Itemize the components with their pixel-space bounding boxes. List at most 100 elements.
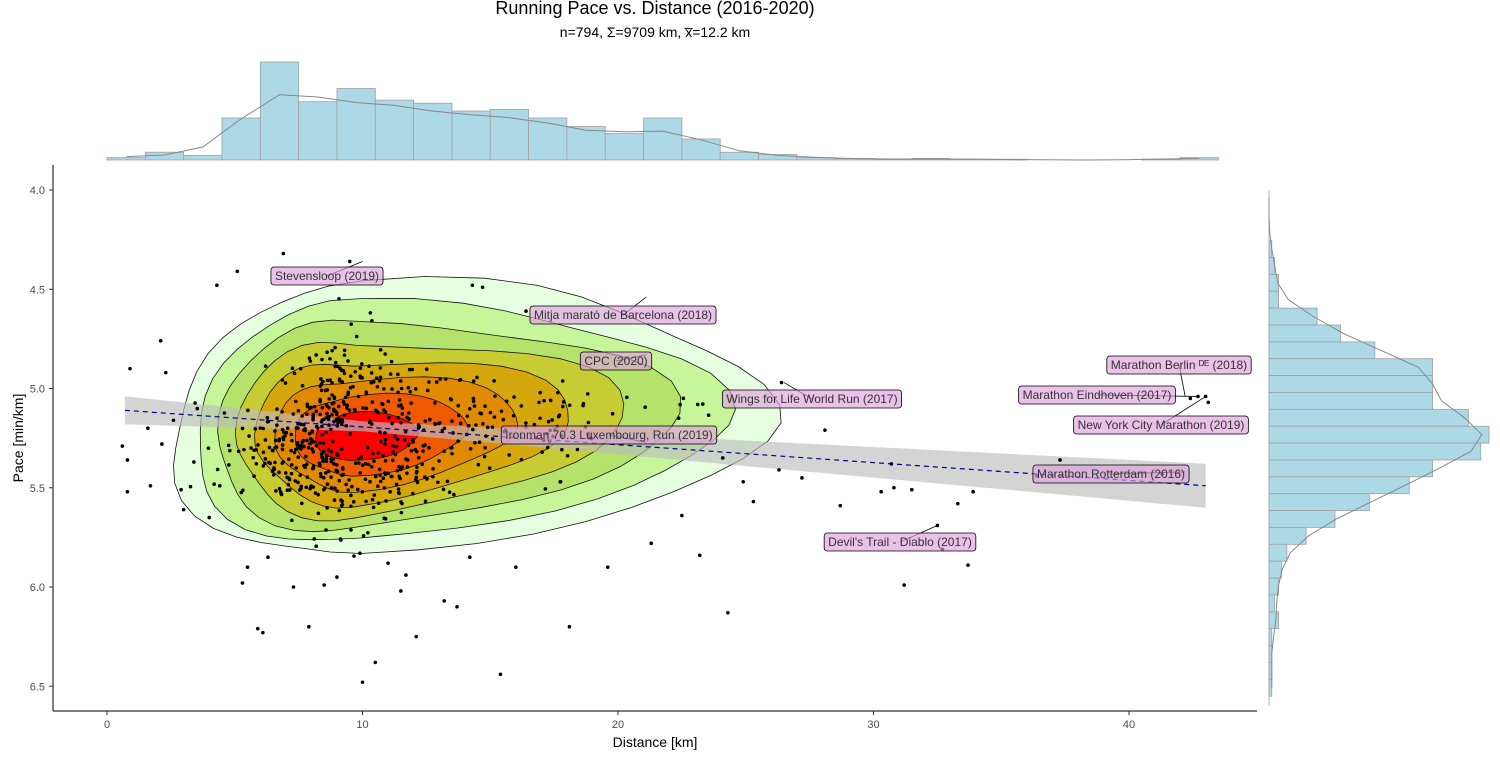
data-point [332,498,337,502]
data-point [471,399,476,404]
data-point [378,479,383,484]
data-point [371,451,375,456]
data-point [423,419,428,423]
data-point [277,486,282,491]
data-point [323,486,327,490]
annotation-text: New York City Marathon (2019) [1078,418,1245,432]
data-point [477,440,482,445]
data-point [514,565,518,569]
data-point [330,393,334,397]
data-point [372,459,376,463]
annotation-text: Devil's Trail - Diablo (2017) [828,535,972,549]
data-point [360,463,365,468]
data-point [320,424,324,429]
data-point [403,437,407,442]
data-point [440,428,445,433]
data-point [382,408,386,412]
data-point [340,418,345,422]
data-point [265,419,270,424]
data-point [450,451,454,456]
histogram-bar [1268,324,1341,343]
data-point [318,471,323,476]
data-point [355,487,360,492]
data-point [300,414,304,418]
data-point [389,474,394,479]
data-point [363,477,368,482]
data-point [268,461,273,466]
data-point [361,406,365,410]
data-point [902,583,906,587]
data-point [327,397,332,401]
data-point [312,537,317,541]
data-point [381,476,386,480]
data-point [356,394,361,399]
data-point [585,392,590,396]
data-point [299,447,303,451]
data-point [338,537,343,541]
data-point [423,475,427,479]
data-point [382,387,386,391]
data-point [215,283,219,288]
annotation-text: Marathon Rotterdam (2016) [1037,467,1185,481]
data-point [540,450,544,454]
density-curve [126,94,1200,161]
data-point [473,441,477,445]
histogram-bar [1268,527,1307,545]
data-point [337,508,342,513]
x-tick-label: 20 [612,719,624,731]
data-point [294,466,299,470]
data-point [344,406,349,410]
data-point [391,450,395,454]
data-point [146,426,150,431]
annotation-text: Ironman 70.3 Luxembourg, Run (2019) [505,428,712,442]
data-point [311,418,315,422]
data-point [340,473,344,478]
annotation-box [500,425,718,445]
data-point [342,371,347,376]
data-point [337,478,342,483]
data-point [319,388,324,393]
data-point [380,402,385,407]
data-point [342,413,347,418]
data-point [466,423,471,428]
data-point [420,462,425,467]
data-point [293,479,298,483]
annotation-box [1106,355,1252,375]
data-point [371,380,376,384]
data-point [299,486,303,491]
data-point [519,404,524,408]
annotation-box [823,532,977,552]
data-point [393,452,398,457]
data-point [275,407,279,411]
data-point [215,467,220,472]
data-point [368,479,372,484]
data-point [879,489,883,494]
data-point [307,624,311,629]
data-point [560,379,565,383]
data-point [158,339,163,343]
data-point [291,412,296,416]
data-point [1206,400,1211,405]
data-point [561,400,566,404]
data-point [457,413,461,418]
annotation-box [1032,464,1190,484]
data-point [285,426,290,430]
data-point [546,419,551,424]
data-point [455,605,459,609]
data-point [364,406,369,411]
data-point [550,418,554,422]
data-point [511,413,516,418]
data-point [387,415,391,420]
data-point [370,400,375,404]
data-point [318,397,322,402]
y-axis-ticks: 4.0 4.5 5.0 5.5 6.0 6.5 [30,185,53,693]
data-point [504,399,509,404]
data-point [424,367,429,372]
data-point [324,402,328,407]
data-point [318,384,323,388]
data-point [823,428,827,432]
histogram-bar [374,99,414,161]
data-point [436,421,441,426]
histogram-bar [1268,290,1280,309]
data-point [128,366,132,371]
